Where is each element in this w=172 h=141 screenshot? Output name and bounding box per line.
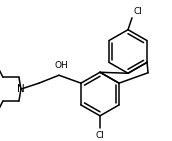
Text: N: N: [17, 84, 25, 94]
Text: OH: OH: [54, 61, 68, 70]
Text: Cl: Cl: [133, 7, 142, 16]
Text: Cl: Cl: [96, 131, 104, 140]
